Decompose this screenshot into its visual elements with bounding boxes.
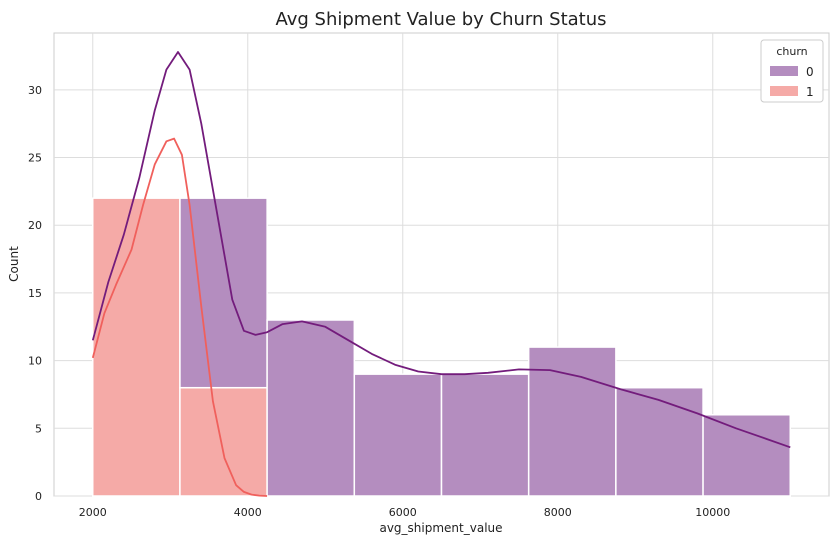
legend-title: churn: [776, 45, 807, 58]
bar-churn-1: [92, 197, 181, 497]
legend-label-0: 0: [806, 65, 814, 79]
bar-churn-0: [353, 373, 443, 497]
x-tick-label: 8000: [544, 506, 572, 519]
bar-churn-0: [440, 373, 530, 497]
x-tick-label: 10000: [695, 506, 730, 519]
bar-churn-0: [179, 197, 268, 389]
x-tick-label: 4000: [234, 506, 262, 519]
y-tick-label: 30: [28, 84, 42, 97]
x-axis-label: avg_shipment_value: [379, 521, 502, 535]
legend-swatch-1: [770, 86, 798, 96]
y-tick-label: 5: [35, 422, 42, 435]
bar-churn-0: [615, 386, 704, 497]
y-tick-label: 15: [28, 287, 42, 300]
kde-lines: [91, 51, 791, 497]
x-tick-label: 6000: [389, 506, 417, 519]
legend-swatch-0: [770, 66, 798, 76]
y-tick-label: 20: [28, 219, 42, 232]
bar-churn-1: [179, 386, 268, 497]
histogram-bars: [92, 197, 791, 497]
legend: churn 0 1: [760, 39, 824, 103]
y-tick-label: 10: [28, 355, 42, 368]
y-axis-label: Count: [7, 246, 21, 282]
bar-churn-0: [702, 414, 791, 497]
x-tick-label: 2000: [79, 506, 107, 519]
kde-line-churn-1: [91, 137, 268, 497]
y-tick-label: 25: [28, 152, 42, 165]
y-tick-label: 0: [35, 490, 42, 503]
chart-title: Avg Shipment Value by Churn Status: [275, 9, 606, 30]
legend-label-1: 1: [806, 85, 814, 99]
axis-ticks: 2000 4000 6000 8000 10000 0 5 10 15 20 25 30: [28, 84, 730, 519]
bar-churn-0: [266, 319, 356, 497]
kde-line-churn-0: [91, 51, 791, 449]
